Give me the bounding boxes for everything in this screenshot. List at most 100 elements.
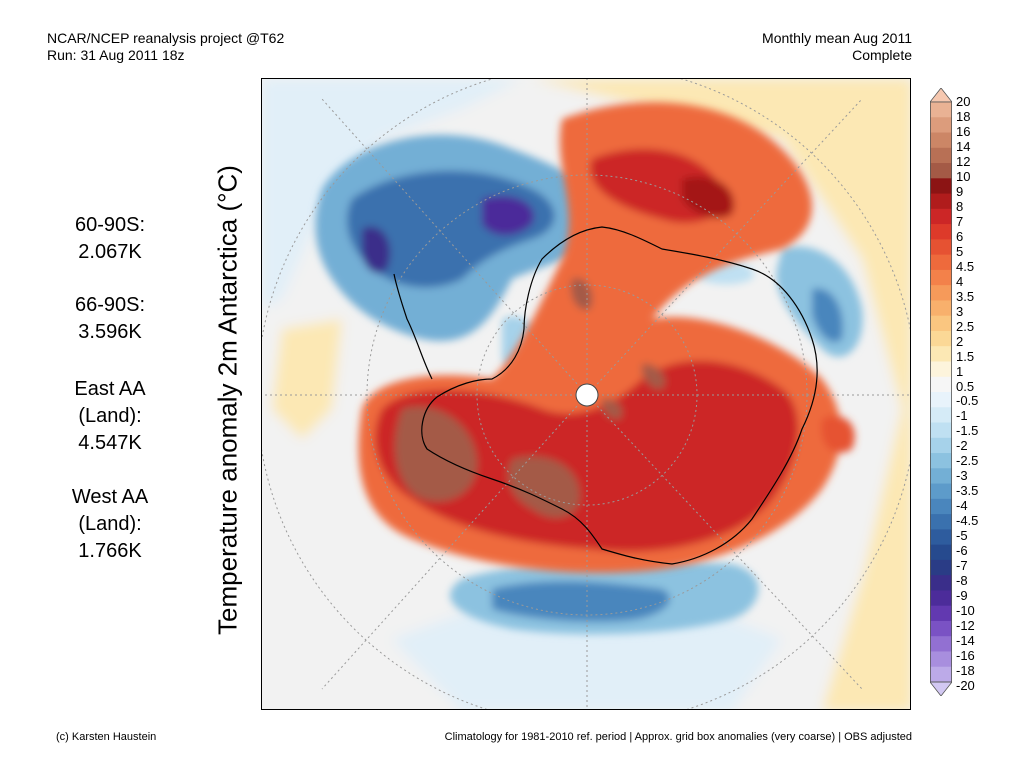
colorbar-label: -9 <box>956 588 968 604</box>
colorbar-swatch <box>930 361 952 378</box>
stat-sub: (Land): <box>78 405 142 427</box>
stat-name: 60-90S: <box>74 214 146 236</box>
colorbar-swatch <box>930 285 952 301</box>
colorbar-label: -20 <box>956 678 975 693</box>
colorbar-swatch <box>930 254 952 271</box>
colorbar-label: 5 <box>956 243 964 259</box>
colorbar-label: -2 <box>956 438 968 454</box>
colorbar-top-arrow <box>930 88 952 103</box>
colorbar-label: 8 <box>956 198 964 214</box>
colorbar-label: 1.5 <box>956 348 975 364</box>
map-panel <box>261 78 911 710</box>
colorbar-swatch <box>930 208 952 225</box>
colorbar-label: 6 <box>956 228 964 244</box>
colorbar-swatch <box>930 605 952 622</box>
stat-name: West AA <box>71 486 149 508</box>
colorbar-label: -4 <box>956 498 968 514</box>
colorbar-label: 20 <box>956 94 971 109</box>
pole-marker <box>575 383 599 407</box>
period-title: Monthly mean Aug 2011 <box>762 30 912 46</box>
colorbar-swatch <box>930 407 952 424</box>
colorbar-label: -3 <box>956 468 968 484</box>
colorbar-label: -14 <box>956 633 975 649</box>
colorbar-label: 0.5 <box>956 378 975 394</box>
colorbar-swatch <box>930 239 952 256</box>
colorbar-swatch <box>930 544 952 561</box>
colorbar-label: 3.5 <box>956 288 975 304</box>
status-text: Complete <box>852 47 912 63</box>
copyright: (c) Karsten Haustein <box>56 731 157 743</box>
colorbar-swatch <box>930 102 952 118</box>
map-grid <box>262 79 910 709</box>
colorbar <box>930 88 952 696</box>
stat-west-aa: West AA (Land): 1.766K <box>40 484 180 565</box>
stat-66-90s: 66-90S: 3.596K <box>40 292 180 346</box>
colorbar-swatch <box>930 392 952 408</box>
colorbar-swatch <box>930 178 952 195</box>
header-left: NCAR/NCEP reanalysis project @T62 Run: 3… <box>47 30 284 64</box>
colorbar-label: 2.5 <box>956 318 975 334</box>
colorbar-swatch <box>930 376 952 393</box>
colorbar-swatch <box>930 529 952 546</box>
antarctic-peninsula-coastline <box>393 273 433 380</box>
colorbar-label: 3 <box>956 303 964 319</box>
colorbar-label: 4 <box>956 273 964 289</box>
colorbar-swatch <box>930 498 952 515</box>
colorbar-label: -2.5 <box>956 453 979 469</box>
anomaly-map <box>262 79 910 709</box>
colorbar-label: 12 <box>956 153 971 169</box>
stat-name: East AA <box>74 378 146 400</box>
colorbar-label: 4.5 <box>956 258 975 274</box>
colorbar-label: -7 <box>956 558 968 574</box>
colorbar-swatch <box>930 269 952 286</box>
colorbar-label: 9 <box>956 183 964 199</box>
colorbar-label: 16 <box>956 123 971 139</box>
colorbar-swatch <box>930 514 952 530</box>
stat-value: 3.596K <box>78 321 142 343</box>
colorbar-label: -6 <box>956 543 968 559</box>
colorbar-label: -8 <box>956 573 968 589</box>
stat-value: 2.067K <box>78 241 142 263</box>
stat-sub: (Land): <box>78 513 142 535</box>
colorbar-label: -12 <box>956 618 975 634</box>
colorbar-swatch <box>930 437 952 454</box>
colorbar-swatch <box>930 346 952 362</box>
stat-east-aa: East AA (Land): 4.547K <box>40 376 180 457</box>
colorbar-label: 7 <box>956 213 964 229</box>
colorbar-label: -18 <box>956 663 975 679</box>
colorbar-label: -1.5 <box>956 423 979 439</box>
colorbar-label: -5 <box>956 528 968 544</box>
stat-value: 1.766K <box>78 540 142 562</box>
colorbar-swatch <box>930 163 952 179</box>
colorbar-swatch <box>930 117 952 134</box>
colorbar-bottom-arrow <box>930 681 952 696</box>
colorbar-swatch <box>930 453 952 469</box>
colorbar-frame <box>930 101 952 683</box>
colorbar-label: -4.5 <box>956 513 979 529</box>
colorbar-swatch <box>930 132 952 149</box>
header-right: Monthly mean Aug 2011 Complete <box>762 30 912 64</box>
stat-value: 4.547K <box>78 432 142 454</box>
colorbar-label: 14 <box>956 138 971 154</box>
colorbar-swatch <box>930 422 952 439</box>
footnote: Climatology for 1981-2010 ref. period | … <box>444 731 912 743</box>
stat-name: 66-90S: <box>74 294 146 316</box>
colorbar-swatch <box>930 590 952 607</box>
antarctica-coastline <box>421 226 818 565</box>
y-axis-label: Temperature anomaly 2m Antarctica (°C) <box>212 165 243 635</box>
colorbar-swatch <box>930 330 952 347</box>
colorbar-swatch <box>930 300 952 317</box>
colorbar-label: 10 <box>956 168 971 184</box>
colorbar-swatch <box>930 666 952 683</box>
run-time: Run: 31 Aug 2011 18z <box>47 47 185 63</box>
colorbar-swatch <box>930 636 952 652</box>
stat-60-90s: 60-90S: 2.067K <box>40 212 180 266</box>
colorbar-swatch <box>930 193 952 210</box>
colorbar-label: 18 <box>956 108 971 124</box>
colorbar-label: -0.5 <box>956 393 979 409</box>
colorbar-swatch <box>930 224 952 240</box>
colorbar-swatch <box>930 483 952 500</box>
colorbar-label: -3.5 <box>956 483 979 499</box>
colorbar-label: 2 <box>956 333 964 349</box>
colorbar-swatch <box>930 620 952 637</box>
